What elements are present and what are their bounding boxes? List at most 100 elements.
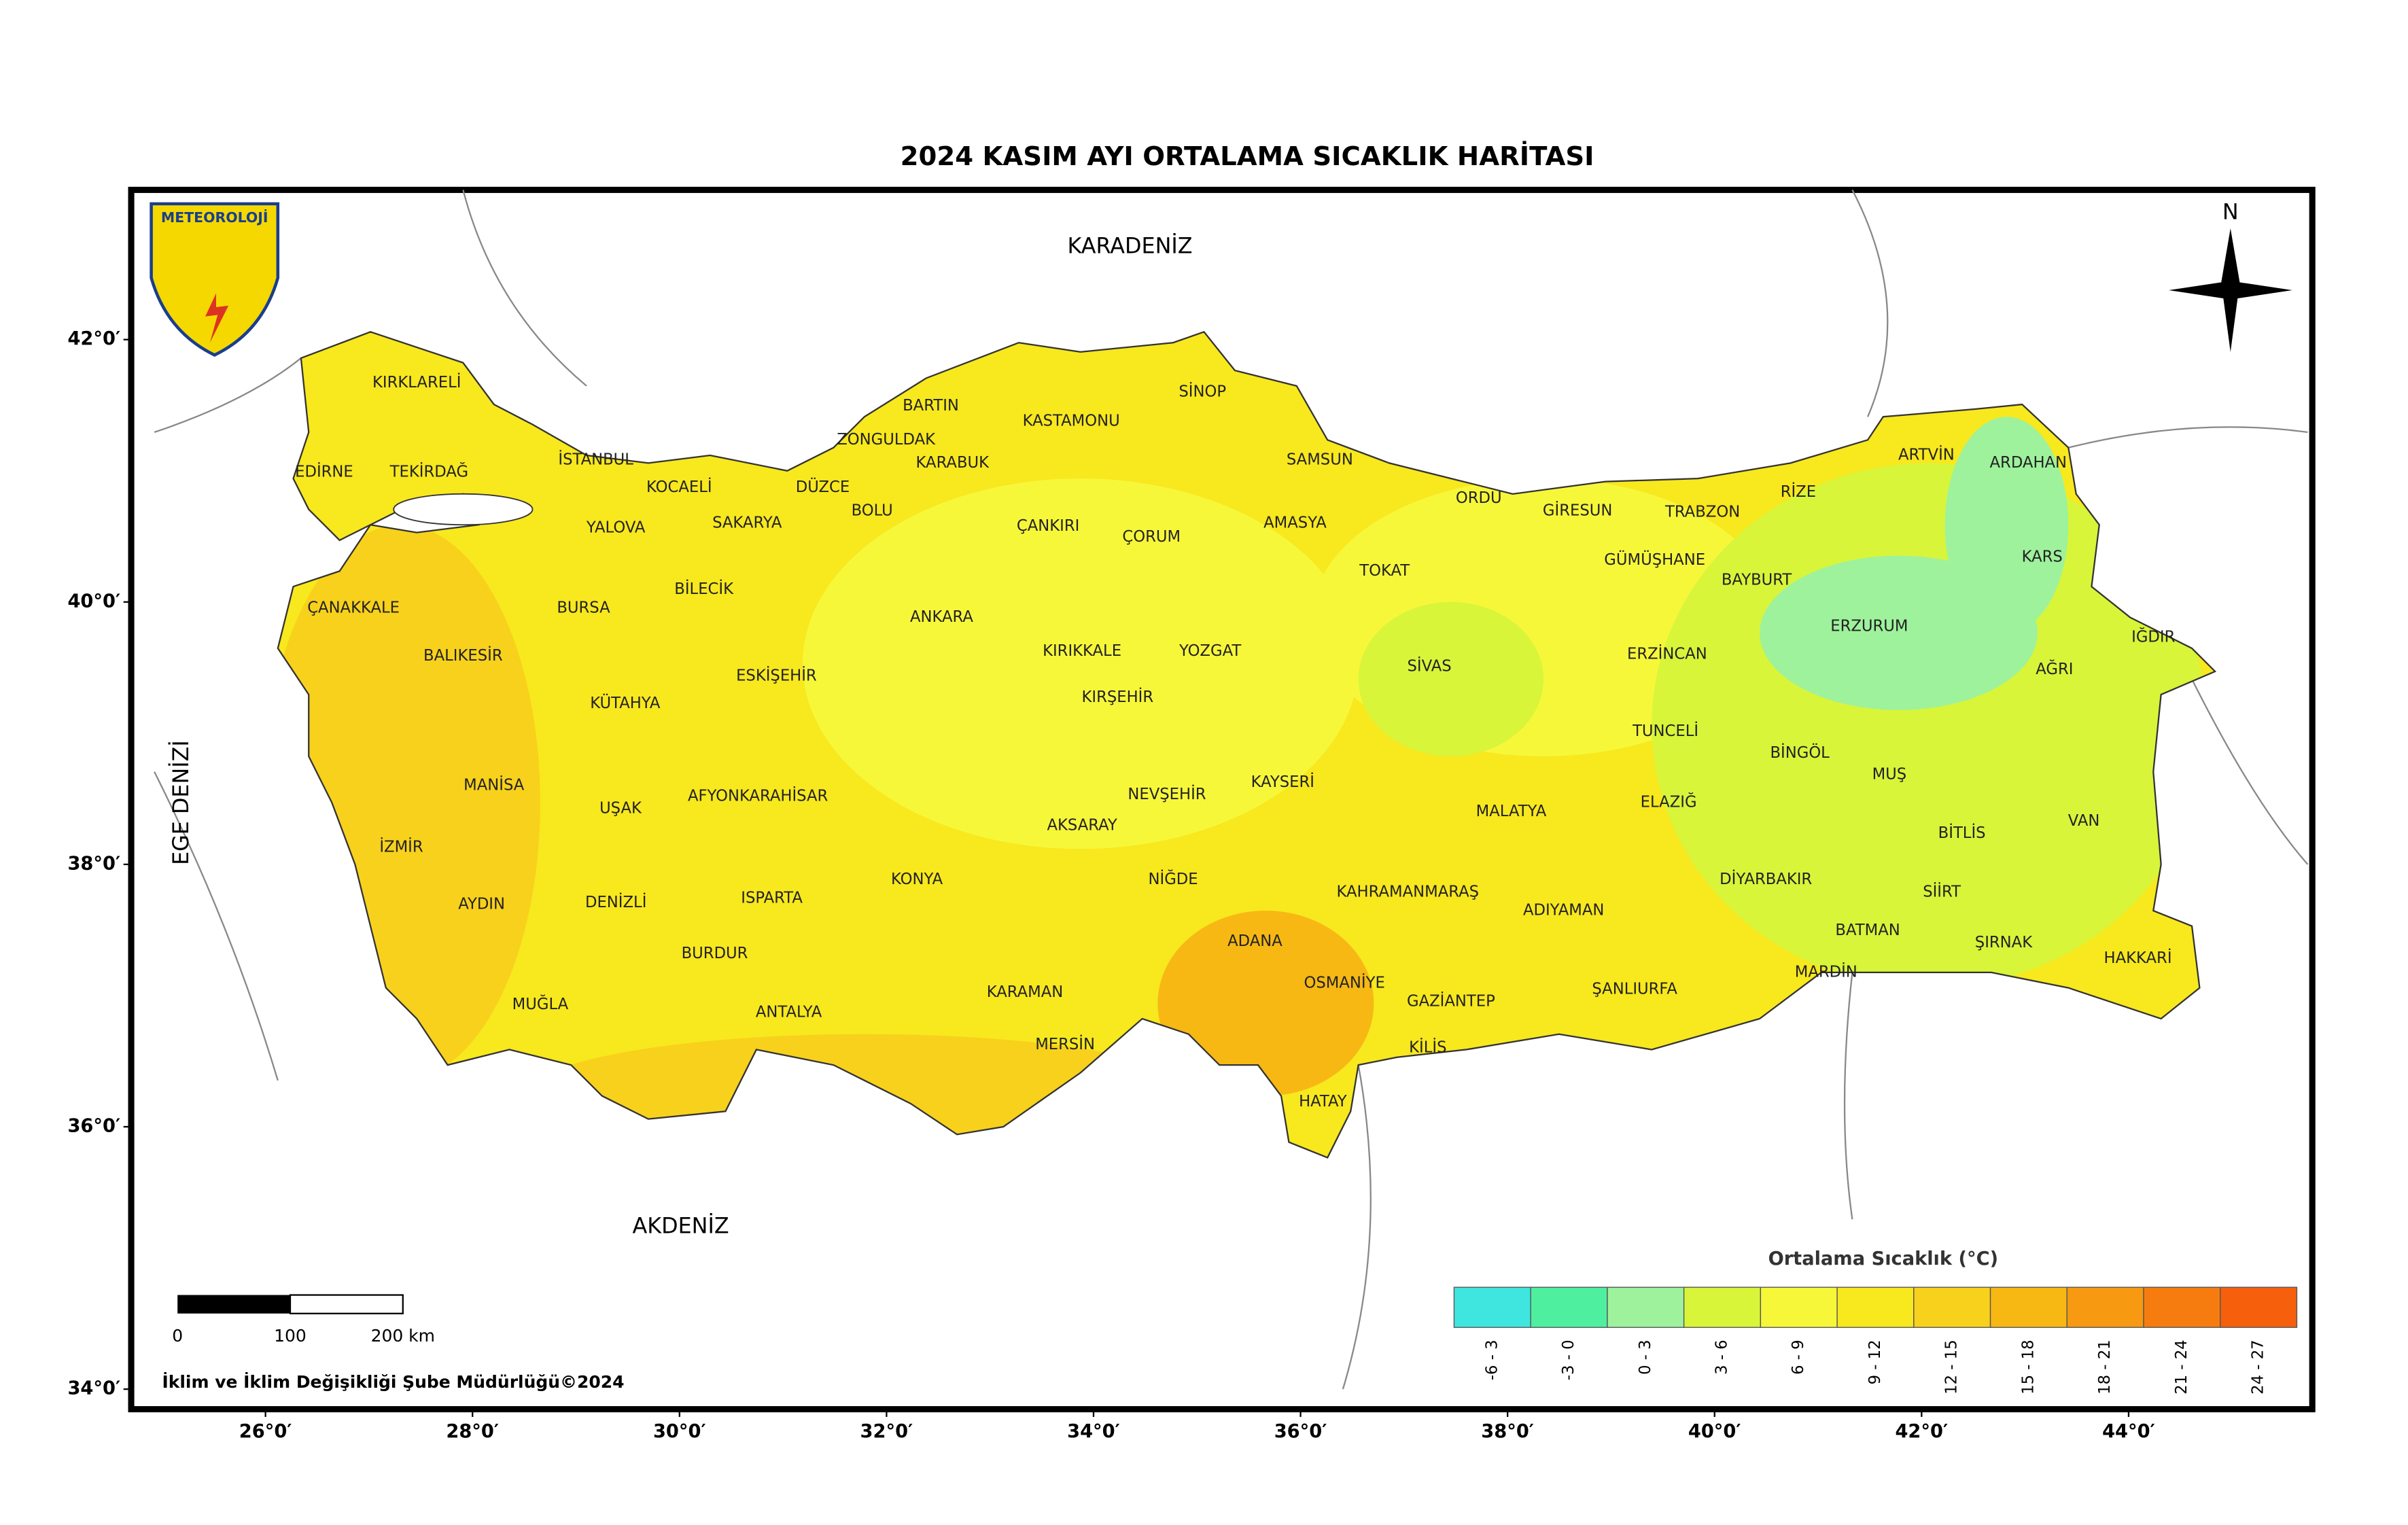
legend-label: 15 - 18 <box>2019 1339 2037 1394</box>
province-label: KIRIKKALE <box>1043 642 1121 660</box>
province-label: GAZİANTEP <box>1407 992 1495 1011</box>
lon-tick-label: 30°0′ <box>653 1421 706 1442</box>
sea-label: KARADENİZ <box>1067 232 1192 258</box>
province-label: AFYONKARAHİSAR <box>688 786 828 805</box>
province-label: MALATYA <box>1476 803 1547 820</box>
legend-swatch <box>1989 1286 2067 1328</box>
province-label: BİNGÖL <box>1770 743 1830 762</box>
lon-tick-label: 32°0′ <box>860 1421 913 1442</box>
north-arrow: N <box>2168 199 2292 352</box>
province-label: EDİRNE <box>295 462 353 481</box>
map-title: 2024 KASIM AYI ORTALAMA SICAKLIK HARİTAS… <box>901 140 1594 172</box>
province-label: YOZGAT <box>1179 642 1241 660</box>
province-label: BİLECİK <box>674 579 734 598</box>
province-label: MARDİN <box>1795 962 1857 981</box>
sea-label: AKDENİZ <box>633 1213 729 1239</box>
legend-label: 9 - 12 <box>1866 1339 1884 1384</box>
legend-swatch <box>1836 1286 1915 1328</box>
province-label: ÇORUM <box>1122 528 1181 546</box>
legend-label: 21 - 24 <box>2173 1339 2191 1394</box>
province-label: BOLU <box>852 502 893 519</box>
legend-label: 6 - 9 <box>1790 1339 1807 1375</box>
province-label: DENİZLİ <box>585 892 646 911</box>
legend-label: -3 - 0 <box>1560 1339 1577 1380</box>
province-label: KONYA <box>891 871 943 888</box>
north-label: N <box>2222 199 2239 224</box>
province-label: KASTAMONU <box>1023 413 1120 430</box>
province-label: AKSARAY <box>1047 817 1117 835</box>
legend-swatch <box>1530 1286 1608 1328</box>
province-label: TRABZON <box>1664 504 1740 521</box>
province-label: ESKİŞEHİR <box>736 665 817 684</box>
legend-title: Ortalama Sıcaklık (°C) <box>1768 1248 1998 1269</box>
legend-label: 12 - 15 <box>1943 1339 1961 1394</box>
province-label: KARABUK <box>916 454 990 472</box>
province-label: ERZURUM <box>1830 618 1908 635</box>
lat-tick-label: 38°0′ <box>67 853 120 874</box>
legend-swatch <box>2066 1286 2144 1328</box>
lat-tick-label: 36°0′ <box>67 1115 120 1136</box>
sea-label: EGE DENİZİ <box>168 740 194 865</box>
province-label: SİNOP <box>1179 381 1226 400</box>
scale-bar <box>177 1294 404 1314</box>
province-label: KIRKLARELİ <box>372 372 461 391</box>
logo: METEOROLOJİ <box>150 202 280 357</box>
province-label: ARDAHAN <box>1990 454 2067 472</box>
legend-swatch <box>2143 1286 2221 1328</box>
province-label: KOCAELİ <box>646 477 712 496</box>
province-label: BURSA <box>557 599 610 616</box>
province-label: MERSİN <box>1035 1034 1095 1053</box>
footer: İklim ve İklim Değişikliği Şube Müdürlüğ… <box>162 1372 624 1392</box>
legend-swatch <box>1760 1286 1838 1328</box>
province-label: SAMSUN <box>1287 451 1353 468</box>
marmara-sea <box>393 493 534 526</box>
province-label: ANTALYA <box>756 1003 822 1021</box>
province-label: KAYSERİ <box>1251 772 1314 791</box>
province-label: YALOVA <box>586 519 646 536</box>
province-label: KÜTAHYA <box>590 693 661 712</box>
province-label: GÜMÜŞHANE <box>1604 550 1705 569</box>
province-label: KARAMAN <box>987 983 1064 1001</box>
province-label: ÇANKIRI <box>1017 517 1079 535</box>
neighbour-borders <box>154 189 2309 1390</box>
province-label: AMASYA <box>1263 514 1327 531</box>
lon-tick-label: 44°0′ <box>2102 1421 2155 1442</box>
legend-label: 3 - 6 <box>1713 1339 1730 1375</box>
province-label: DİYARBAKIR <box>1720 869 1812 888</box>
legend-swatch <box>2220 1286 2298 1328</box>
legend-label: -6 - 3 <box>1483 1339 1501 1380</box>
lon-tick-label: 40°0′ <box>1688 1421 1741 1442</box>
province-label: HAKKARİ <box>2104 948 2172 967</box>
province-label: ARTVİN <box>1898 445 1955 464</box>
province-label: KAHRAMANMARAŞ <box>1337 883 1479 900</box>
province-label: BİTLİS <box>1938 823 1986 842</box>
province-label: ÇANAKKALE <box>307 599 400 616</box>
lon-tick-label: 26°0′ <box>239 1421 292 1442</box>
province-label: SİVAS <box>1408 656 1452 676</box>
province-label: DÜZCE <box>796 477 850 496</box>
province-label: MUĞLA <box>512 994 569 1013</box>
province-label: İSTANBUL <box>558 449 633 468</box>
province-label: BALIKESİR <box>423 646 503 665</box>
province-label: ADIYAMAN <box>1523 902 1604 919</box>
legend-label: 0 - 3 <box>1637 1339 1654 1375</box>
province-label: SAKARYA <box>712 514 782 531</box>
province-label: RİZE <box>1781 482 1816 501</box>
province-label: ZONGULDAK <box>837 431 936 449</box>
province-label: IĞDIR <box>2131 627 2175 646</box>
province-label: TEKİRDAĞ <box>389 462 468 481</box>
province-label: ISPARTA <box>741 889 803 907</box>
province-label: BURDUR <box>682 945 748 962</box>
lon-tick-label: 36°0′ <box>1274 1421 1327 1442</box>
province-label: ANKARA <box>910 608 973 626</box>
province-label: BAYBURT <box>1722 572 1792 589</box>
legend-label: 18 - 21 <box>2096 1339 2114 1394</box>
province-label: ERZİNCAN <box>1627 644 1707 663</box>
lon-tick-label: 28°0′ <box>446 1421 499 1442</box>
lat-tick-label: 42°0′ <box>67 328 120 349</box>
province-label: OSMANİYE <box>1304 972 1385 992</box>
province-label: AĞRI <box>2036 659 2073 678</box>
province-label: ŞANLIURFA <box>1592 980 1677 998</box>
province-label: KARS <box>2022 548 2063 565</box>
